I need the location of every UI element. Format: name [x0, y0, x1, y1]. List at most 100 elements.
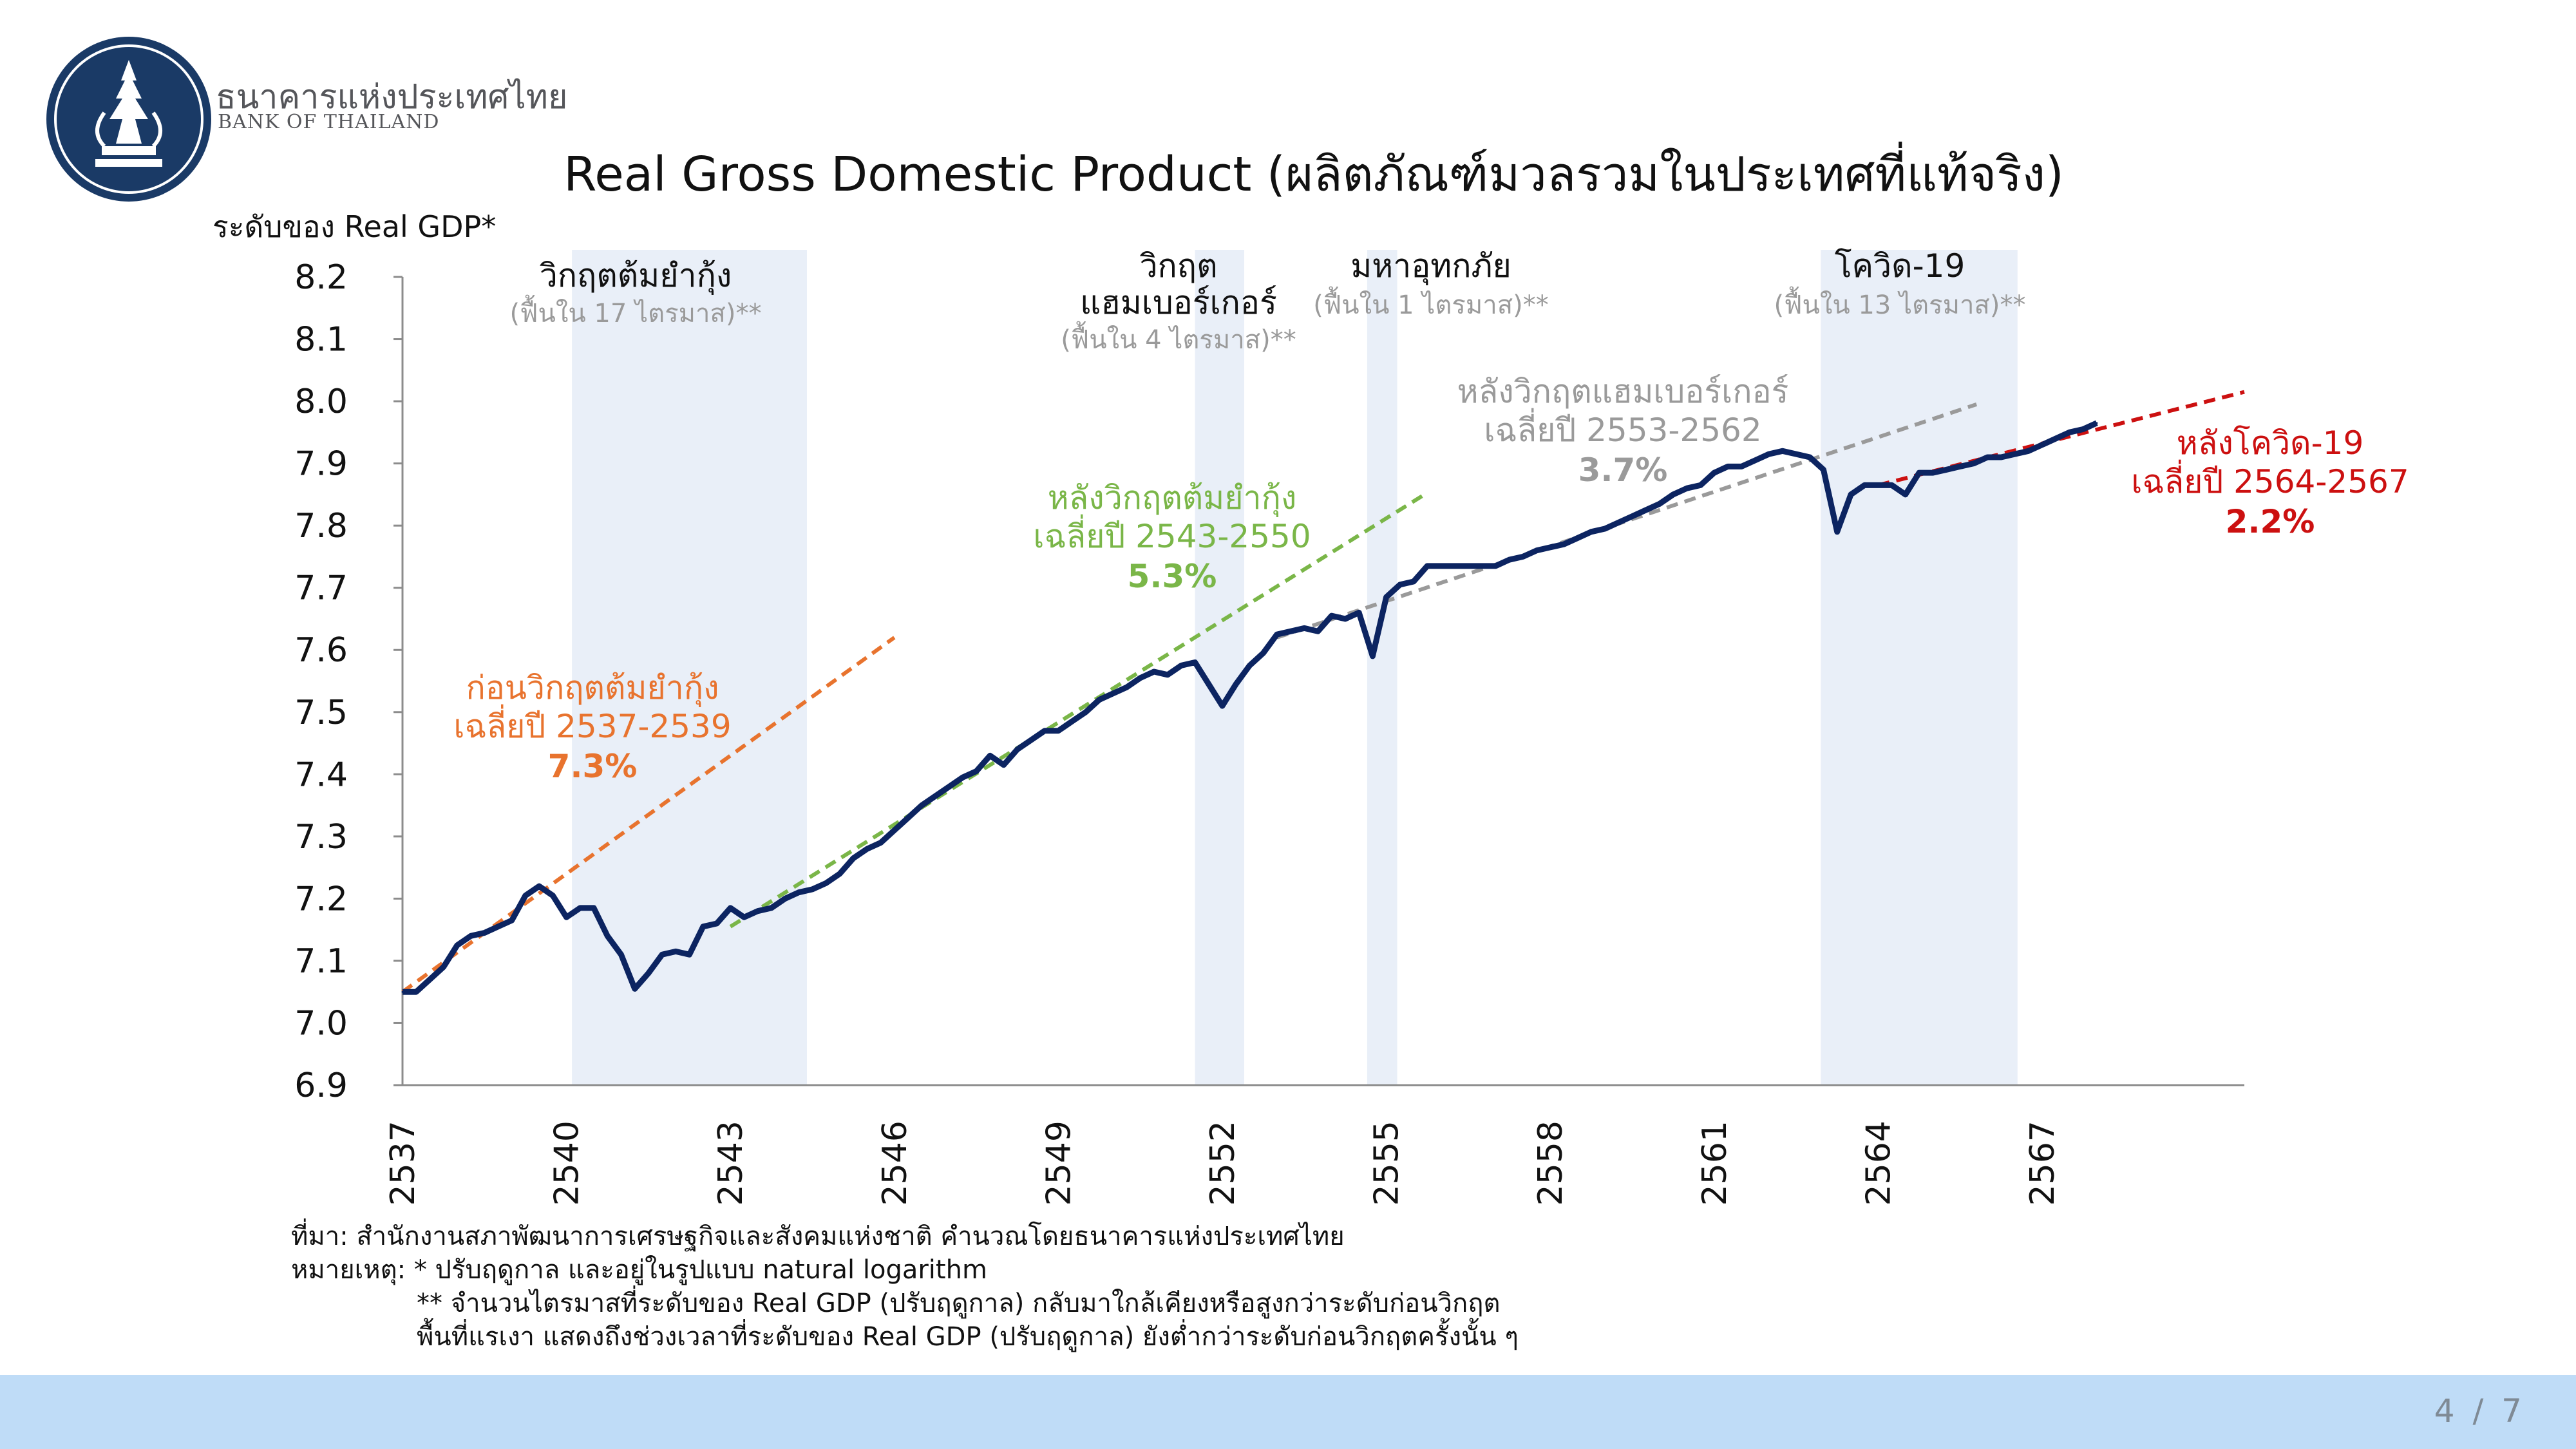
footnote-recovery: ** จำนวนไตรมาสที่ระดับของ Real GDP (ปรับ… [417, 1289, 1501, 1318]
annotation-pre-crisis-period: เฉลี่ยปี 2537-2539 [453, 705, 731, 745]
real-gdp-point [1221, 705, 1224, 707]
real-gdp-point [483, 931, 486, 934]
annotation-post-tomyum-title: หลังวิกฤตต้มยำกุ้ง [1048, 479, 1297, 517]
real-gdp-point [1823, 468, 1825, 471]
real-gdp-point [757, 910, 759, 913]
footnote-shading: พื้นที่แรเงา แสดงถึงช่วงเวลาที่ระดับของ … [417, 1322, 1519, 1352]
real-gdp-point [1412, 580, 1415, 583]
real-gdp-point [1850, 493, 1852, 496]
real-gdp-point [1795, 453, 1797, 455]
real-gdp-point [551, 895, 554, 897]
real-gdp-point [1494, 565, 1497, 567]
crisis-recovery-note: (ฟื้นใน 1 ไตรมาส)** [1313, 286, 1548, 320]
real-gdp-point [1836, 531, 1839, 533]
x-tick-label: 2546 [876, 1121, 914, 1206]
y-tick-label: 7.4 [294, 755, 348, 794]
real-gdp-point [2054, 437, 2057, 440]
real-gdp-point [1549, 546, 1551, 549]
real-gdp-point [961, 776, 964, 779]
real-gdp-point [1331, 614, 1333, 617]
real-gdp-point [1959, 465, 1962, 468]
page-number: 4 / 7 [2434, 1392, 2526, 1430]
x-tick-label: 2564 [1859, 1121, 1898, 1206]
chart-title: Real Gross Domestic Product (ผลิตภัณฑ์มว… [564, 141, 2064, 202]
real-gdp-point [893, 829, 896, 831]
real-gdp-point [1645, 509, 1647, 511]
real-gdp-point [2014, 453, 2016, 455]
real-gdp-point [1508, 558, 1511, 561]
trend-line-post-tomyum [729, 493, 1426, 929]
real-gdp-point [1467, 565, 1470, 567]
real-gdp-point [715, 922, 718, 925]
real-gdp-point [1562, 543, 1565, 545]
real-gdp-point [1631, 515, 1633, 518]
real-gdp-point [1289, 630, 1292, 632]
y-tick-label: 7.2 [294, 880, 348, 918]
real-gdp-point [1945, 468, 1947, 471]
real-gdp-point [1658, 502, 1661, 505]
real-gdp-point [1098, 698, 1101, 701]
crisis-label-line2: แฮมเบอร์เกอร์ [1080, 284, 1277, 321]
real-gdp-point [634, 987, 636, 990]
real-gdp-point [702, 925, 705, 928]
real-gdp-point [920, 804, 923, 807]
real-gdp-point [1617, 521, 1620, 524]
real-gdp-point [975, 770, 978, 772]
real-gdp-point [1577, 536, 1579, 539]
real-gdp-point [825, 882, 828, 884]
real-gdp-point [1727, 465, 1729, 468]
real-gdp-point [1604, 527, 1606, 530]
annotation-pre-crisis-rate: 7.3% [548, 748, 638, 785]
annotation-post-covid-rate: 2.2% [2226, 503, 2315, 540]
real-gdp-point [1235, 683, 1237, 685]
real-gdp-point [1904, 493, 1907, 496]
annotation-pre-crisis-title: ก่อนวิกฤตต้มยำกุ้ง [466, 669, 719, 707]
y-tick-label: 7.5 [294, 694, 348, 732]
real-gdp-point [1084, 711, 1087, 714]
real-gdp-point [565, 916, 568, 918]
real-gdp-point [2068, 431, 2070, 433]
real-gdp-point [1877, 484, 1879, 486]
crisis-shade [1195, 250, 1244, 1085]
real-gdp-point [428, 978, 431, 981]
annotation-post-hamburger-title: หลังวิกฤตแฮมเบอร์เกอร์ [1457, 373, 1789, 410]
real-gdp-point [1399, 583, 1401, 586]
real-gdp-point [1481, 565, 1483, 567]
real-gdp-point [1194, 661, 1197, 664]
real-gdp-point [442, 966, 445, 969]
crisis-recovery-note: (ฟื้นใน 17 ไตรมาส)** [510, 294, 762, 328]
real-gdp-point [661, 953, 663, 956]
real-gdp-point [1535, 549, 1538, 552]
real-gdp-point [866, 848, 868, 850]
crisis-shade [1821, 250, 2018, 1085]
real-gdp-point [880, 842, 882, 844]
chart-notes: ที่มา: สำนักงานสภาพัฒนาการเศรษฐกิจและสัง… [291, 1220, 1519, 1354]
real-gdp-point [797, 891, 800, 894]
real-gdp-point [1918, 471, 1920, 474]
real-gdp-point [1590, 531, 1593, 533]
real-gdp-point [1700, 484, 1702, 486]
x-tick-label: 2549 [1039, 1121, 1078, 1206]
y-tick-label: 7.1 [294, 942, 348, 981]
real-gdp-point [838, 873, 841, 875]
real-gdp-point [415, 990, 417, 993]
real-gdp-point [620, 953, 622, 956]
annotation-post-tomyum-rate: 5.3% [1128, 558, 1217, 595]
y-tick-label: 8.2 [294, 258, 348, 297]
real-gdp-point [524, 895, 527, 897]
real-gdp-point [1030, 739, 1032, 741]
crisis-label: วิกฤตต้มยำกุ้ง [540, 257, 732, 295]
real-gdp-point [2096, 422, 2098, 424]
y-tick-label: 6.9 [294, 1066, 348, 1105]
y-tick-label: 8.0 [294, 383, 348, 421]
real-gdp-point [907, 817, 909, 819]
real-gdp-point [1754, 459, 1756, 462]
x-tick-label: 2555 [1368, 1121, 1406, 1206]
annotation-post-hamburger-period: เฉลี่ยปี 2553-2562 [1484, 408, 1761, 449]
crisis-recovery-note: (ฟื้นใน 4 ไตรมาส)** [1061, 321, 1296, 355]
real-gdp-point [674, 950, 677, 952]
y-tick-label: 7.7 [294, 569, 348, 608]
x-tick-label: 2537 [384, 1121, 422, 1206]
real-gdp-point [743, 916, 745, 918]
crisis-shade [572, 250, 808, 1085]
